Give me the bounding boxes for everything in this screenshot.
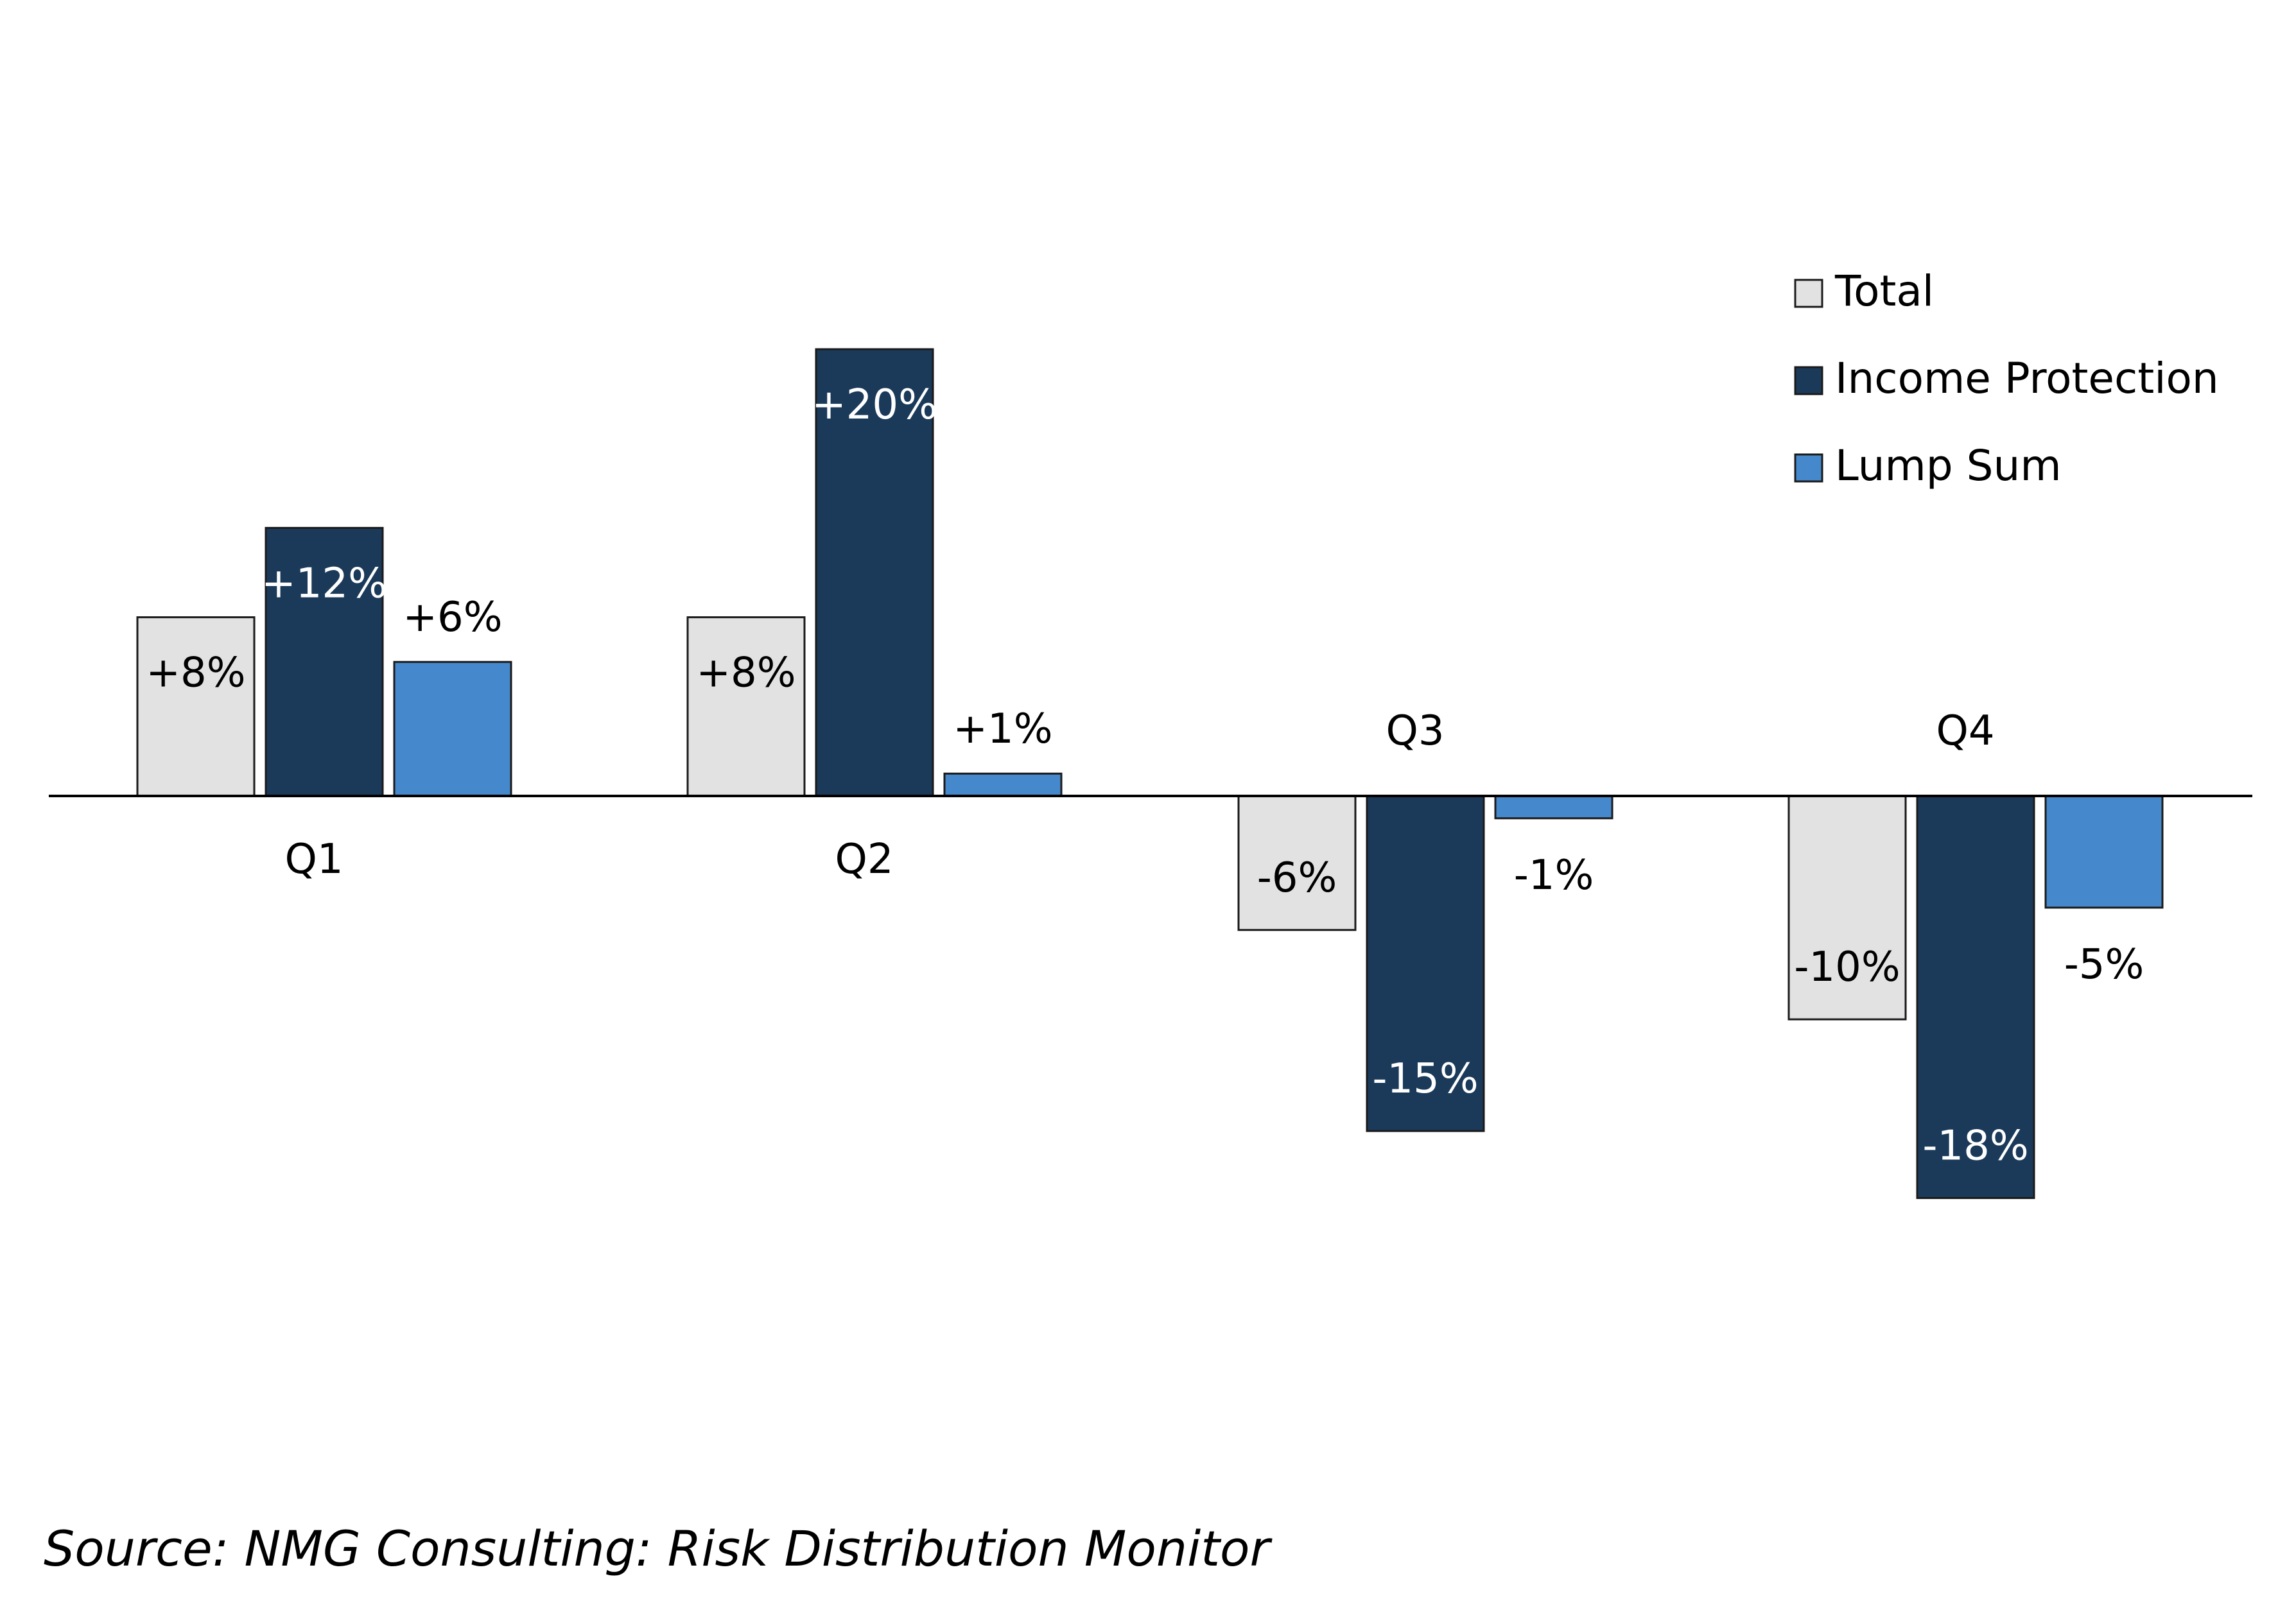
legend-swatch [1794, 366, 1823, 395]
bar-q2-total [686, 616, 806, 797]
data-label: +8% [146, 650, 245, 697]
bar-q4-income-protection [1916, 795, 2035, 1199]
data-label: +20% [812, 381, 937, 429]
bar-q1-total [136, 616, 256, 797]
bar-q3-income-protection [1366, 795, 1485, 1132]
data-label: +6% [403, 594, 502, 641]
legend-label: Income Protection [1835, 354, 2219, 403]
legend-label: Lump Sum [1835, 441, 2062, 490]
bar-q4-total [1787, 795, 1907, 1021]
data-label: +1% [953, 705, 1052, 753]
bar-q3-lump-sum [1494, 795, 1613, 820]
legend-swatch [1794, 279, 1823, 308]
category-label: Q3 [1386, 707, 1444, 755]
data-label: +12% [261, 560, 387, 607]
data-label: +8% [696, 650, 796, 697]
bar-q3-total [1237, 795, 1357, 931]
data-label: -6% [1257, 854, 1337, 902]
source-note: Source: NMG Consulting: Risk Distributio… [44, 1520, 1270, 1577]
data-label: -15% [1372, 1055, 1478, 1103]
bar-q1-lump-sum [393, 661, 512, 797]
data-label: -1% [1514, 852, 1594, 899]
bar-q4-lump-sum [2044, 795, 2164, 909]
legend-label: Total [1834, 266, 1934, 316]
data-label: -10% [1794, 944, 1900, 991]
bar-q2-lump-sum [943, 772, 1063, 797]
data-label: -18% [1922, 1122, 2028, 1170]
category-label: Q1 [284, 836, 343, 883]
bar-q1-income-protection [265, 526, 384, 797]
category-label: Q4 [1936, 707, 1994, 755]
data-label: -5% [2064, 941, 2144, 989]
legend-swatch [1794, 453, 1823, 483]
bar-q2-income-protection [815, 348, 934, 797]
category-label: Q2 [835, 836, 893, 883]
